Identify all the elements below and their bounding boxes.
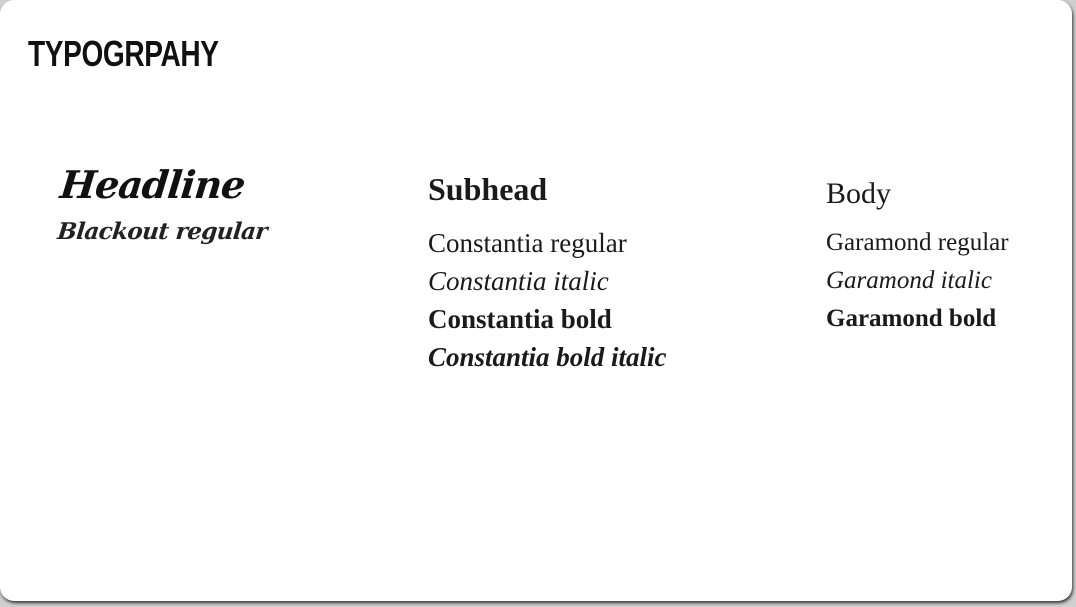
- page-title: TYPOGRPAHY: [28, 33, 219, 74]
- headline-column: Headline Blackout regular: [56, 162, 269, 246]
- body-style-italic: Garamond italic: [826, 267, 992, 294]
- body-style-list: Garamond regular Garamond italic Garamon…: [826, 224, 1009, 338]
- headline-sample: Headline: [58, 162, 247, 207]
- headline-font-name: Blackout regular: [56, 218, 269, 245]
- body-style-regular: Garamond regular: [826, 229, 1009, 256]
- subhead-style-bold: Constantia bold: [428, 304, 612, 334]
- body-style-bold: Garamond bold: [826, 305, 997, 332]
- body-sample: Body: [826, 177, 892, 210]
- subhead-style-italic: Constantia italic: [428, 266, 609, 296]
- subhead-column: Subhead Constantia regular Constantia it…: [428, 170, 667, 376]
- subhead-style-regular: Constantia regular: [428, 228, 627, 258]
- subhead-sample: Subhead: [428, 171, 548, 207]
- body-column: Body Garamond regular Garamond italic Ga…: [826, 176, 1009, 338]
- subhead-style-list: Constantia regular Constantia italic Con…: [428, 224, 667, 376]
- subhead-style-bold-italic: Constantia bold italic: [428, 342, 667, 372]
